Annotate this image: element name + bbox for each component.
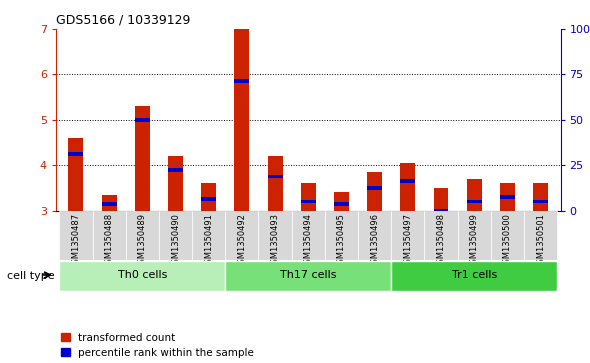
Text: GSM1350500: GSM1350500 bbox=[503, 213, 512, 269]
Text: GSM1350490: GSM1350490 bbox=[171, 213, 180, 269]
Bar bbox=[93, 211, 126, 260]
Bar bbox=[301, 200, 316, 203]
Bar bbox=[334, 192, 349, 211]
Bar bbox=[391, 211, 424, 260]
Bar bbox=[168, 168, 183, 171]
Bar bbox=[234, 79, 250, 83]
Bar bbox=[467, 200, 481, 203]
Bar bbox=[68, 138, 83, 211]
Bar bbox=[367, 172, 382, 211]
Text: Tr1 cells: Tr1 cells bbox=[451, 270, 497, 280]
Bar bbox=[68, 152, 83, 156]
Text: Th0 cells: Th0 cells bbox=[117, 270, 167, 280]
Text: cell type: cell type bbox=[7, 271, 55, 281]
Bar bbox=[500, 183, 515, 211]
Text: GSM1350487: GSM1350487 bbox=[71, 213, 80, 269]
Bar bbox=[201, 183, 216, 211]
Bar bbox=[467, 179, 481, 211]
Bar bbox=[135, 118, 150, 122]
Text: GSM1350488: GSM1350488 bbox=[104, 213, 114, 269]
Bar bbox=[391, 261, 557, 290]
Bar bbox=[168, 156, 183, 211]
Text: GSM1350492: GSM1350492 bbox=[237, 213, 247, 269]
Bar bbox=[101, 195, 117, 211]
Text: GSM1350497: GSM1350497 bbox=[404, 213, 412, 269]
Text: GSM1350491: GSM1350491 bbox=[204, 213, 213, 269]
Bar bbox=[524, 211, 557, 260]
Bar bbox=[424, 211, 458, 260]
Bar bbox=[434, 188, 448, 211]
Bar bbox=[401, 163, 415, 211]
Bar bbox=[491, 211, 524, 260]
Bar bbox=[334, 202, 349, 205]
Bar bbox=[401, 179, 415, 183]
Text: GDS5166 / 10339129: GDS5166 / 10339129 bbox=[56, 13, 191, 26]
Bar bbox=[60, 261, 225, 290]
Bar bbox=[234, 29, 250, 211]
Bar bbox=[268, 156, 283, 211]
Text: GSM1350499: GSM1350499 bbox=[470, 213, 478, 269]
Bar bbox=[126, 211, 159, 260]
Bar bbox=[533, 183, 548, 211]
Text: GSM1350494: GSM1350494 bbox=[304, 213, 313, 269]
Bar bbox=[268, 175, 283, 178]
Bar bbox=[258, 211, 291, 260]
Bar bbox=[60, 211, 93, 260]
Bar bbox=[367, 186, 382, 189]
Text: GSM1350489: GSM1350489 bbox=[138, 213, 147, 269]
Bar bbox=[225, 211, 258, 260]
Bar bbox=[291, 211, 325, 260]
Bar bbox=[500, 195, 515, 199]
Bar bbox=[358, 211, 391, 260]
Text: Th17 cells: Th17 cells bbox=[280, 270, 336, 280]
Text: GSM1350493: GSM1350493 bbox=[271, 213, 280, 269]
Bar bbox=[159, 211, 192, 260]
Bar bbox=[533, 200, 548, 203]
Bar bbox=[325, 211, 358, 260]
Bar bbox=[301, 183, 316, 211]
Bar bbox=[201, 197, 216, 201]
Text: GSM1350498: GSM1350498 bbox=[437, 213, 445, 269]
Legend: transformed count, percentile rank within the sample: transformed count, percentile rank withi… bbox=[61, 333, 254, 358]
Bar bbox=[135, 106, 150, 211]
Bar bbox=[192, 211, 225, 260]
Bar bbox=[458, 211, 491, 260]
Bar bbox=[225, 261, 391, 290]
Text: GSM1350495: GSM1350495 bbox=[337, 213, 346, 269]
Bar bbox=[434, 209, 448, 212]
Text: GSM1350501: GSM1350501 bbox=[536, 213, 545, 269]
Bar bbox=[101, 202, 117, 205]
Text: GSM1350496: GSM1350496 bbox=[370, 213, 379, 269]
